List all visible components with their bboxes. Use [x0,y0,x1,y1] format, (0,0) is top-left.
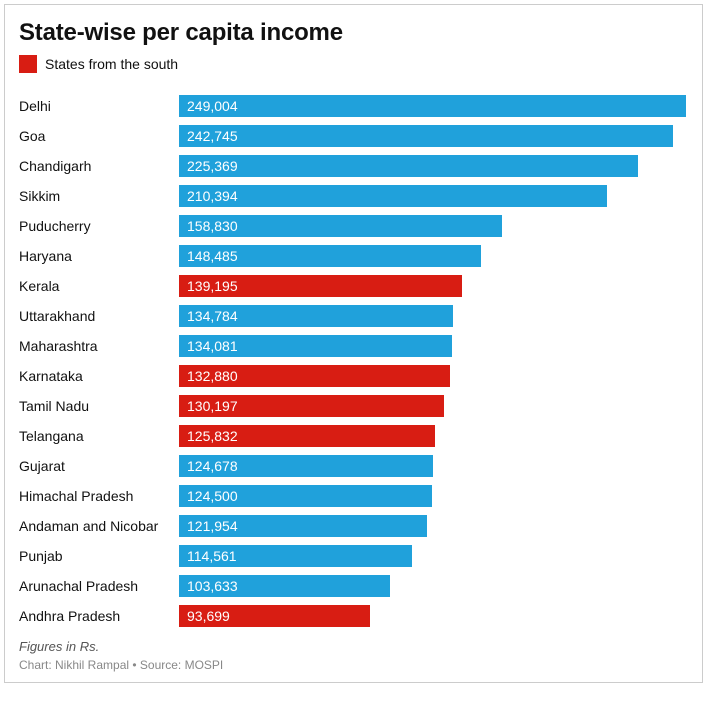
bar-row: Puducherry 158,830 [19,211,688,241]
bar-track: 225,369 [179,155,688,177]
bar: 242,745 [179,125,673,147]
bar-track: 139,195 [179,275,688,297]
bar-value: 132,880 [187,368,238,384]
bar-value: 130,197 [187,398,238,414]
bar-track: 132,880 [179,365,688,387]
bar-row: Karnataka 132,880 [19,361,688,391]
bar-row: Uttarakhand 134,784 [19,301,688,331]
bar: 139,195 [179,275,462,297]
bar-row: Himachal Pradesh 124,500 [19,481,688,511]
bar: 93,699 [179,605,370,627]
bar-track: 134,081 [179,335,688,357]
bar-row: Arunachal Pradesh 103,633 [19,571,688,601]
bar: 132,880 [179,365,450,387]
bar: 125,832 [179,425,435,447]
row-label: Andhra Pradesh [19,608,179,624]
bar-row: Andaman and Nicobar 121,954 [19,511,688,541]
bar-track: 148,485 [179,245,688,267]
bar: 121,954 [179,515,427,537]
bar: 225,369 [179,155,638,177]
bar-row: Maharashtra 134,081 [19,331,688,361]
row-label: Karnataka [19,368,179,384]
bar-value: 125,832 [187,428,238,444]
credit: Chart: Nikhil Rampal • Source: MOSPI [19,658,688,672]
chart-card: State-wise per capita income States from… [4,4,703,683]
bar-track: 125,832 [179,425,688,447]
bar: 103,633 [179,575,390,597]
bar-value: 134,784 [187,308,238,324]
bar: 158,830 [179,215,502,237]
bar-value: 249,004 [187,98,238,114]
bar-track: 124,678 [179,455,688,477]
bar: 148,485 [179,245,481,267]
row-label: Sikkim [19,188,179,204]
bar-track: 114,561 [179,545,688,567]
bar-row: Punjab 114,561 [19,541,688,571]
legend-label: States from the south [45,56,178,72]
bar-track: 242,745 [179,125,688,147]
bar: 124,500 [179,485,432,507]
bar-row: Haryana 148,485 [19,241,688,271]
bar-track: 130,197 [179,395,688,417]
bar-row: Kerala 139,195 [19,271,688,301]
bar: 130,197 [179,395,444,417]
row-label: Himachal Pradesh [19,488,179,504]
bar-value: 139,195 [187,278,238,294]
bar-value: 158,830 [187,218,238,234]
legend: States from the south [19,55,688,73]
bar-row: Delhi 249,004 [19,91,688,121]
row-label: Haryana [19,248,179,264]
footnote: Figures in Rs. [19,639,688,654]
bar-track: 158,830 [179,215,688,237]
bar: 114,561 [179,545,412,567]
bar-value: 134,081 [187,338,238,354]
bar-track: 103,633 [179,575,688,597]
row-label: Telangana [19,428,179,444]
row-label: Gujarat [19,458,179,474]
bar-track: 210,394 [179,185,688,207]
bar: 134,784 [179,305,453,327]
bar-track: 121,954 [179,515,688,537]
bar-row: Sikkim 210,394 [19,181,688,211]
bar-value: 225,369 [187,158,238,174]
bar: 210,394 [179,185,607,207]
legend-swatch [19,55,37,73]
row-label: Puducherry [19,218,179,234]
bar-row: Andhra Pradesh 93,699 [19,601,688,631]
bar-row: Gujarat 124,678 [19,451,688,481]
bar-value: 242,745 [187,128,238,144]
row-label: Goa [19,128,179,144]
row-label: Uttarakhand [19,308,179,324]
bar-row: Telangana 125,832 [19,421,688,451]
bar-track: 124,500 [179,485,688,507]
row-label: Delhi [19,98,179,114]
bar-track: 134,784 [179,305,688,327]
bar-value: 210,394 [187,188,238,204]
bar-track: 93,699 [179,605,688,627]
bar-value: 121,954 [187,518,238,534]
row-label: Arunachal Pradesh [19,578,179,594]
row-label: Punjab [19,548,179,564]
bar-chart: Delhi 249,004 Goa 242,745 Chandigarh 225,369 S… [19,91,688,631]
bar-value: 124,678 [187,458,238,474]
row-label: Andaman and Nicobar [19,518,179,534]
bar-track: 249,004 [179,95,688,117]
bar-value: 148,485 [187,248,238,264]
bar: 124,678 [179,455,433,477]
bar-row: Chandigarh 225,369 [19,151,688,181]
row-label: Kerala [19,278,179,294]
bar-value: 114,561 [187,548,237,564]
bar: 249,004 [179,95,686,117]
chart-title: State-wise per capita income [19,19,688,47]
bar-value: 93,699 [187,608,230,624]
row-label: Maharashtra [19,338,179,354]
row-label: Chandigarh [19,158,179,174]
bar-value: 124,500 [187,488,238,504]
bar: 134,081 [179,335,452,357]
bar-row: Goa 242,745 [19,121,688,151]
row-label: Tamil Nadu [19,398,179,414]
bar-row: Tamil Nadu 130,197 [19,391,688,421]
bar-value: 103,633 [187,578,238,594]
